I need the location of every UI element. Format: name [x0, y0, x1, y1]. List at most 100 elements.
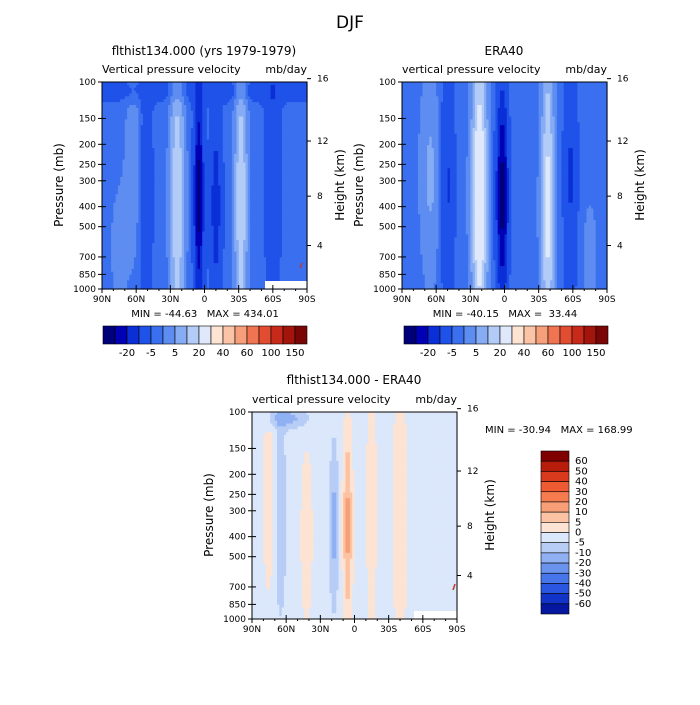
panel1-cell — [259, 162, 263, 166]
panel1-cell — [304, 96, 308, 100]
panel1-cell — [120, 165, 124, 169]
panel1-cell — [247, 96, 251, 100]
panel1-cell — [174, 214, 178, 218]
panel1-cell — [202, 197, 206, 201]
panel1-cell — [204, 116, 208, 120]
panel1-cell — [117, 90, 121, 95]
panel1-cell — [288, 191, 292, 195]
panel1-cell — [293, 102, 297, 106]
panel1-cell — [163, 234, 167, 238]
panel1-cell — [231, 151, 235, 155]
panel1-cell — [136, 125, 140, 129]
panel1-cell — [179, 139, 183, 143]
panel1-cell — [213, 194, 217, 198]
panel1-cell — [256, 211, 260, 215]
panel1-cell — [177, 191, 181, 195]
panel1-cell — [149, 228, 153, 233]
panel1-cell — [293, 165, 297, 169]
panel1-cell — [193, 191, 196, 195]
panel1-cell — [152, 96, 155, 100]
panel1-cell — [245, 156, 249, 161]
panel1-cell — [204, 145, 208, 149]
panel1-cell — [145, 197, 149, 201]
panel1-cell — [104, 84, 108, 89]
panel1-cell — [161, 205, 165, 210]
panel1-cell — [204, 159, 208, 164]
panel1-cell — [247, 197, 251, 201]
panel1-cell — [288, 105, 292, 109]
panel1-cell — [270, 107, 274, 112]
panel1-cell — [104, 205, 108, 210]
panel1-cell — [117, 107, 121, 112]
panel1-cell — [184, 234, 187, 238]
panel1-cell — [106, 142, 110, 146]
panel1-cell — [213, 162, 217, 166]
panel1-cell — [108, 240, 112, 244]
panel1-cell — [266, 222, 269, 227]
panel1-cell — [181, 153, 185, 158]
panel1-cell — [279, 133, 283, 138]
panel1-cell — [179, 148, 183, 152]
panel1-cell — [288, 176, 292, 181]
panel1-cell — [113, 148, 117, 152]
panel1-cell — [288, 171, 292, 175]
panel1-cell — [284, 119, 288, 123]
panel1-cell — [145, 165, 149, 169]
panel1-cell — [163, 133, 167, 138]
panel1-cell — [304, 102, 308, 106]
panel1-cell — [220, 205, 224, 210]
panel1-cell — [138, 182, 142, 187]
panel1-cell — [213, 96, 217, 100]
panel1-cell — [263, 199, 267, 204]
panel1-cell — [129, 162, 133, 166]
panel1-cell — [152, 87, 155, 92]
panel1-cell — [186, 205, 190, 210]
panel1-cell — [108, 90, 112, 95]
panel1-cell — [304, 165, 308, 169]
panel1-cell — [161, 171, 165, 175]
panel1-cell — [250, 205, 253, 210]
panel1-cell — [147, 197, 151, 201]
panel1-cell — [291, 222, 294, 227]
panel1-cell — [240, 214, 244, 218]
panel1-cell — [211, 128, 215, 132]
panel1-cell — [263, 174, 267, 178]
panel1-cell — [291, 93, 294, 97]
panel1-cell — [220, 125, 224, 129]
panel1-cell — [136, 133, 140, 138]
panel1-cell — [300, 99, 304, 103]
panel1-cell — [218, 188, 222, 192]
panel1-cell — [259, 231, 263, 235]
panel1-cell — [240, 222, 244, 227]
panel1-cell — [156, 87, 160, 92]
panel1-cell — [179, 107, 183, 112]
panel1-cell — [227, 119, 231, 123]
panel1-cell — [111, 148, 114, 152]
panel1-cell — [297, 142, 301, 146]
panel1-cell — [145, 168, 149, 172]
panel1-cell — [263, 228, 267, 233]
panel1-cell — [131, 191, 135, 195]
panel1-cell — [186, 130, 190, 135]
panel1-cell — [193, 116, 196, 120]
panel1-cell — [108, 128, 112, 132]
panel1-cell — [170, 197, 174, 201]
panel1-cell — [127, 93, 130, 97]
panel1-cell — [204, 151, 208, 155]
panel1-cell — [218, 225, 222, 230]
panel1-cell — [215, 211, 219, 215]
panel1-cell — [133, 142, 137, 146]
panel1-cell — [174, 179, 178, 184]
panel1-cell — [117, 153, 121, 158]
panel1-cell — [213, 202, 217, 207]
panel1-cell — [145, 136, 149, 141]
panel1-cell — [259, 148, 263, 152]
panel1-cell — [291, 217, 294, 221]
panel1-cell — [172, 122, 176, 126]
panel1-cell — [286, 84, 290, 89]
panel1-cell — [206, 99, 210, 103]
panel1-cell — [129, 197, 133, 201]
panel1-cell — [186, 87, 190, 92]
panel1-cell — [215, 84, 219, 89]
panel1-cell — [179, 220, 183, 224]
